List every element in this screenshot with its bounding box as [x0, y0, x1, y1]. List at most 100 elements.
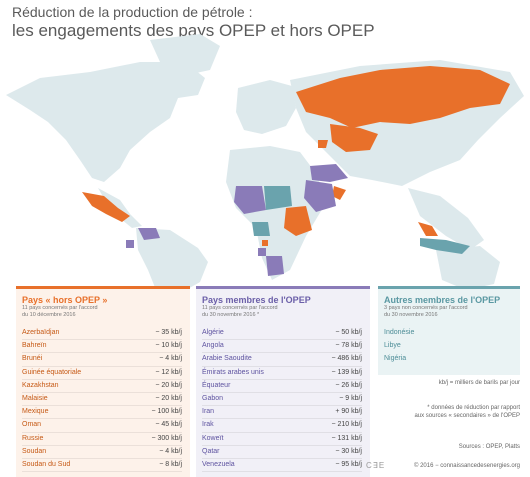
footnote-line-2: aux sources « secondaires » de l'OPEP: [414, 413, 520, 419]
ecuador-shape: [126, 240, 134, 248]
country-name: Angola: [202, 342, 224, 350]
indonesia-shape: [420, 238, 470, 254]
list-item: Équateur − 26 kb/j: [202, 380, 362, 393]
south-america: [136, 228, 208, 290]
title-line-2: les engagements des pays OPEP et hors OP…: [12, 21, 375, 40]
country-name: Émirats arabes unis: [202, 368, 264, 376]
country-value: − 35 kb/j: [155, 329, 182, 336]
southeast-asia: [408, 188, 484, 250]
footnote-line-1: * données de réduction par rapport: [427, 405, 520, 411]
list-item: Brunéi − 4 kb/j: [22, 353, 182, 367]
list-item: Malaisie − 20 kb/j: [22, 393, 182, 407]
country-name: Irak: [202, 421, 214, 429]
panel-opep-sub2: du 30 novembre 2016 *: [202, 312, 260, 318]
iran-iraq-shape: [310, 164, 348, 182]
country-name: Indonésie: [384, 329, 415, 336]
autres-layer: [252, 186, 470, 254]
country-value: − 4 kb/j: [159, 447, 182, 455]
africa: [226, 146, 324, 280]
list-item: Qatar − 30 kb/j: [202, 446, 362, 459]
libya-shape: [264, 186, 292, 210]
list-item: Soudan − 4 kb/j: [22, 446, 182, 459]
australia: [436, 246, 500, 290]
panel-autres: Autres membres de l'OPEP 3 pays non conc…: [378, 286, 520, 375]
saudi-shape: [304, 180, 336, 212]
venezuela-shape: [138, 228, 160, 240]
list-item: Indonésie: [384, 327, 512, 340]
country-name: Nigéria: [384, 355, 407, 362]
central-america: [98, 188, 142, 228]
north-america: [6, 62, 205, 182]
country-value: − 139 kb/j: [331, 368, 362, 376]
list-item: Guinée équatoriale − 12 kb/j: [22, 367, 182, 380]
country-value: − 8 kb/j: [159, 460, 182, 468]
country-value: − 95 kb/j: [335, 460, 362, 468]
country-name: Russie: [22, 434, 44, 442]
list-item: Émirats arabes unis − 139 kb/j: [202, 367, 362, 380]
list-item: Venezuela − 95 kb/j: [202, 459, 362, 473]
list-item: Russie − 300 kb/j: [22, 433, 182, 446]
list-item: Oman − 45 kb/j: [22, 419, 182, 433]
nigeria-shape: [252, 222, 270, 236]
unit-note: kb/j = milliers de barils par jour: [438, 380, 520, 386]
country-value: − 100 kb/j: [151, 408, 182, 416]
country-name: Iran: [202, 408, 215, 416]
credit: © 2016 − connaissancedesenergies.org: [414, 463, 520, 469]
world-map: [6, 34, 524, 290]
country-value: − 30 kb/j: [335, 447, 362, 455]
country-value: − 20 kb/j: [155, 394, 182, 402]
country-name: Guinée équatoriale: [22, 368, 82, 376]
country-value: + 90 kb/j: [335, 408, 362, 416]
country-value: − 20 kb/j: [155, 381, 182, 389]
country-value: − 26 kb/j: [335, 381, 362, 389]
panel-hors-opep-sub1: 11 pays concernés par l'accord: [22, 305, 98, 311]
oman-shape: [332, 186, 346, 200]
country-value: − 300 kb/j: [151, 434, 182, 442]
country-value: − 131 kb/j: [331, 434, 362, 442]
country-value: − 9 kb/j: [339, 394, 362, 402]
list-item: Koweït − 131 kb/j: [202, 433, 362, 446]
kazakhstan-shape: [330, 124, 378, 152]
list-item: Kazakhstan − 20 kb/j: [22, 380, 182, 393]
country-value: − 45 kb/j: [155, 421, 182, 429]
list-item: Bahreïn − 10 kb/j: [22, 340, 182, 354]
country-name: Algérie: [202, 329, 224, 336]
title-line-1: Réduction de la production de pétrole :: [12, 4, 253, 20]
panel-hors-opep-title: Pays « hors OPEP »: [22, 295, 108, 305]
opep-layer: [126, 164, 348, 276]
panel-autres-sub2: du 30 novembre 2016: [384, 312, 438, 318]
panel-opep-title: Pays membres de l'OPEP: [202, 295, 311, 305]
greenland: [150, 34, 220, 76]
gabon-shape: [258, 248, 266, 256]
mexico-shape: [82, 192, 130, 222]
country-value: − 4 kb/j: [159, 355, 182, 363]
country-name: Koweït: [202, 434, 224, 442]
country-name: Soudan du Sud: [22, 460, 71, 468]
country-name: Qatar: [202, 447, 220, 455]
list-item: Irak − 210 kb/j: [202, 419, 362, 433]
eq-guinea-shape: [262, 240, 268, 246]
list-item: Angola − 78 kb/j: [202, 340, 362, 354]
list-item: Nigéria: [384, 353, 512, 366]
list-item: Arabie Saoudite − 486 kb/j: [202, 353, 362, 367]
country-name: Libye: [384, 342, 401, 349]
country-name: Azerbaïdjan: [22, 329, 60, 336]
logo-icon: C∃E: [366, 461, 386, 470]
panel-autres-title: Autres membres de l'OPEP: [384, 295, 501, 305]
country-value: − 486 kb/j: [331, 355, 362, 363]
europe: [236, 80, 296, 134]
country-name: Malaisie: [22, 394, 48, 402]
country-name: Venezuela: [202, 460, 235, 468]
list-item: Algérie − 50 kb/j: [202, 327, 362, 341]
list-item: Mexique − 100 kb/j: [22, 406, 182, 420]
country-name: Équateur: [202, 381, 231, 389]
list-item: Azerbaïdjan − 35 kb/j: [22, 327, 182, 341]
malaysia-shape: [418, 222, 438, 236]
country-value: − 50 kb/j: [335, 329, 362, 336]
footnote: * données de réduction par rapport aux s…: [378, 404, 520, 420]
country-value: − 210 kb/j: [331, 421, 362, 429]
algeria-shape: [234, 186, 266, 214]
panel-hors-opep: Pays « hors OPEP » 11 pays concernés par…: [16, 286, 190, 477]
country-name: Bahreïn: [22, 342, 47, 350]
sudan-shape: [284, 206, 312, 236]
